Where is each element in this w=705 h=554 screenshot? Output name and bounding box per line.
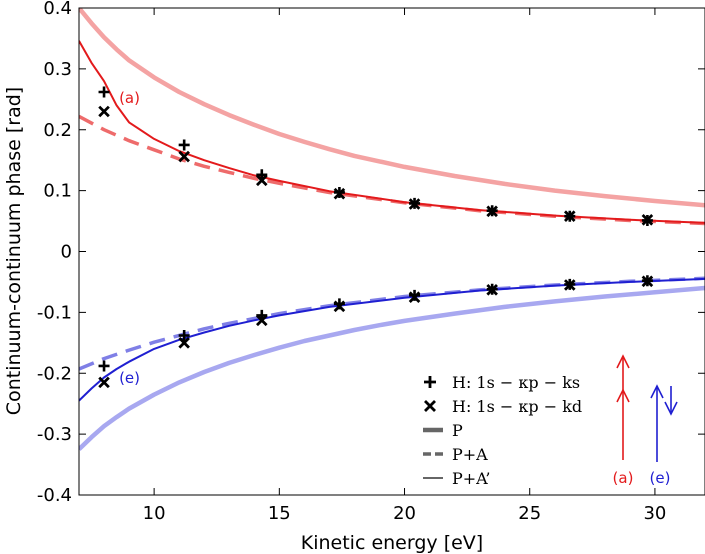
cross-marker xyxy=(408,198,421,210)
legend-entry-label: P+A xyxy=(452,445,488,464)
series-layer xyxy=(79,8,705,451)
cross-marker xyxy=(333,187,346,200)
marker-layer xyxy=(98,86,654,389)
cross-marker xyxy=(486,284,498,296)
y-tick-label: -0.2 xyxy=(37,363,72,384)
cross-marker xyxy=(641,214,654,226)
y-tick-label: -0.3 xyxy=(37,424,72,445)
legend-entry-label: P+A’ xyxy=(452,469,490,488)
cross-marker xyxy=(486,205,498,218)
cross-marker xyxy=(563,279,576,291)
inset-label-e: (e) xyxy=(650,469,671,487)
cross-marker xyxy=(641,275,654,288)
plus-marker xyxy=(98,360,110,372)
legend-cross-marker xyxy=(424,400,436,412)
cross-marker xyxy=(98,105,110,118)
y-tick-label: 0.2 xyxy=(43,120,72,141)
x-tick-label: 25 xyxy=(518,503,541,524)
series-line-a-p xyxy=(79,8,705,208)
x-tick-label: 30 xyxy=(643,503,666,524)
y-tick-label: -0.1 xyxy=(37,302,72,323)
cross-marker xyxy=(256,174,268,187)
inset-arrow-e-down-head xyxy=(664,401,678,416)
x-axis-title: Kinetic energy [eV] xyxy=(301,532,483,554)
series-line-e-p xyxy=(79,285,705,451)
legend: H: 1s − κp − ks H: 1s − κp − kd P P+A P+A’ xyxy=(423,373,582,488)
legend-entry-label: P xyxy=(452,421,463,440)
annotation-layer: (a) (e) xyxy=(119,89,140,387)
cross-marker xyxy=(256,314,268,327)
y-tick-label: 0.4 xyxy=(43,0,72,19)
plot-frame xyxy=(78,7,705,496)
legend-entry-label: H: 1s − κp − ks xyxy=(452,373,580,392)
inset-arrow-a-upper-head xyxy=(616,354,630,369)
y-axis-title: Continuum-continuum phase [rad] xyxy=(3,87,25,415)
inset-arrows: (a) (e) xyxy=(613,354,678,487)
inset-arrow-e-up-head xyxy=(650,384,664,399)
legend-entry-label: H: 1s − κp − kd xyxy=(452,397,582,416)
cross-marker xyxy=(178,150,190,163)
series-line-a-pa xyxy=(79,40,705,224)
series-line-a-pa xyxy=(79,114,705,226)
annotation-label: (a) xyxy=(119,89,140,107)
y-tick-label: 0 xyxy=(61,242,72,263)
ticks-layer: 10 15 20 25 30 -0.4 -0.3 -0.2 -0.1 0 0.1 0.2 0.3 0.4 xyxy=(37,0,705,524)
series-line-e-pa xyxy=(79,277,705,402)
cross-marker xyxy=(98,376,110,389)
y-tick-label: -0.4 xyxy=(37,485,72,506)
legend-plus-marker xyxy=(424,376,436,388)
cross-marker xyxy=(333,300,346,313)
x-tick-label: 15 xyxy=(268,503,291,524)
inset-label-a: (a) xyxy=(613,469,634,487)
x-tick-label: 10 xyxy=(143,503,166,524)
y-tick-label: 0.3 xyxy=(43,59,72,80)
cross-marker xyxy=(563,210,576,222)
y-tick-label: 0.1 xyxy=(43,181,72,202)
plus-marker xyxy=(178,330,190,342)
annotation-label: (e) xyxy=(119,369,140,387)
cross-marker xyxy=(408,291,421,303)
inset-arrow-a-mid-head xyxy=(616,388,630,403)
plus-marker xyxy=(98,86,110,98)
x-tick-label: 20 xyxy=(393,503,416,524)
plus-marker xyxy=(178,139,190,151)
cross-marker xyxy=(178,337,190,349)
